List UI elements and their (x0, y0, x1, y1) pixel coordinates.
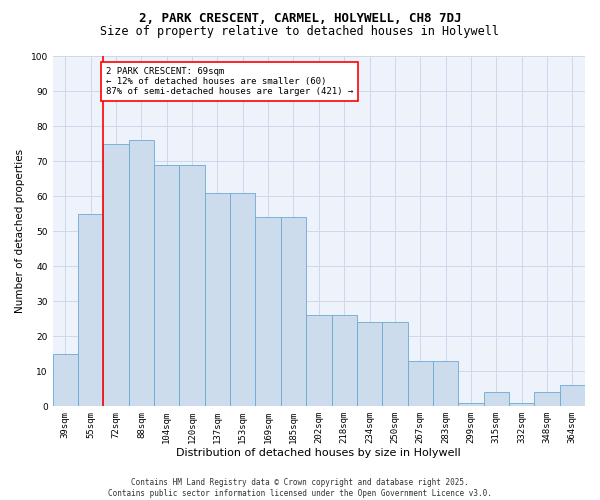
Bar (458, 402, 484, 406)
Bar (332, 315, 357, 406)
Bar (230, 192, 256, 406)
Bar (382, 322, 407, 406)
X-axis label: Distribution of detached houses by size in Holywell: Distribution of detached houses by size … (176, 448, 461, 458)
Bar (484, 392, 509, 406)
Bar (306, 315, 332, 406)
Bar (433, 360, 458, 406)
Bar (281, 217, 306, 406)
Bar (509, 402, 535, 406)
Bar (78, 214, 103, 406)
Y-axis label: Number of detached properties: Number of detached properties (15, 149, 25, 313)
Bar (535, 392, 560, 406)
Bar (154, 164, 179, 406)
Bar (407, 360, 433, 406)
Bar (560, 385, 585, 406)
Bar (179, 164, 205, 406)
Bar (205, 192, 230, 406)
Bar (357, 322, 382, 406)
Text: 2, PARK CRESCENT, CARMEL, HOLYWELL, CH8 7DJ: 2, PARK CRESCENT, CARMEL, HOLYWELL, CH8 … (139, 12, 461, 26)
Bar (103, 144, 129, 406)
Bar (53, 354, 78, 406)
Bar (256, 217, 281, 406)
Text: 2 PARK CRESCENT: 69sqm
← 12% of detached houses are smaller (60)
87% of semi-det: 2 PARK CRESCENT: 69sqm ← 12% of detached… (106, 66, 353, 96)
Text: Size of property relative to detached houses in Holywell: Size of property relative to detached ho… (101, 25, 499, 38)
Bar (129, 140, 154, 406)
Text: Contains HM Land Registry data © Crown copyright and database right 2025.
Contai: Contains HM Land Registry data © Crown c… (108, 478, 492, 498)
